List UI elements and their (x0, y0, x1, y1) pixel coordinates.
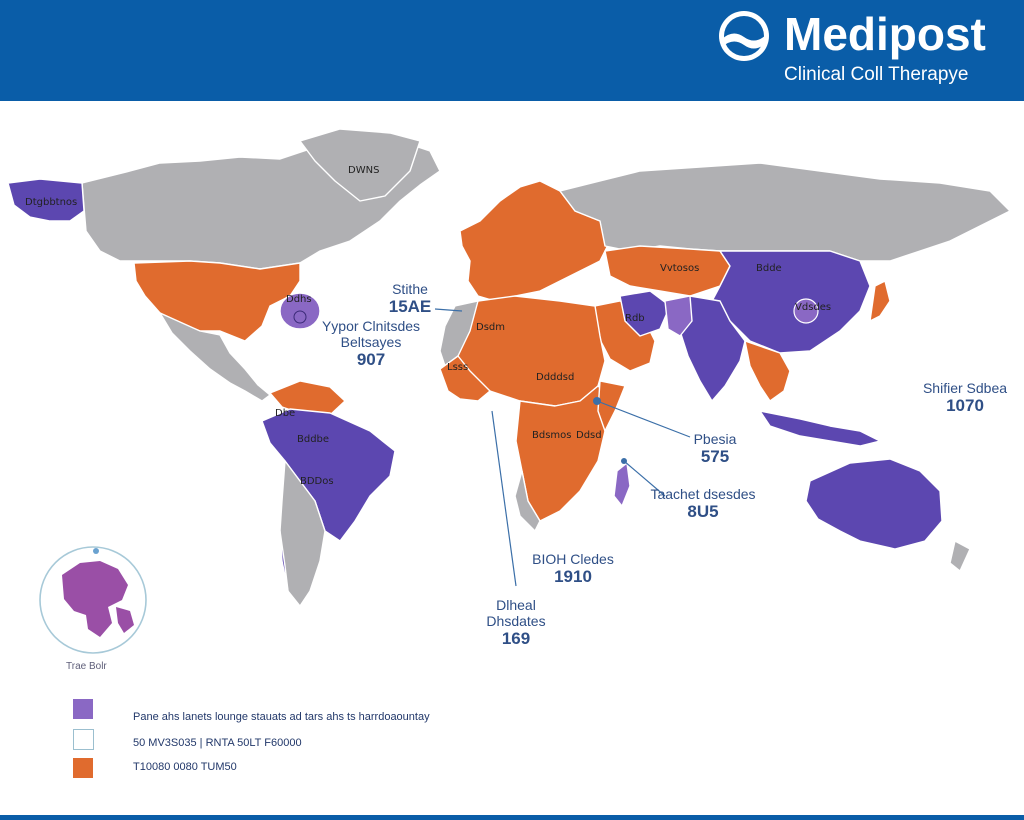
world-map (7, 128, 1011, 607)
map-label-yypor: Yypor Clnitsdes Beltsayes 907 (321, 318, 421, 370)
region-tag-china: Vdsdes (795, 302, 832, 313)
map-india (679, 295, 746, 402)
region-tag-caribbean: Ddhs (286, 294, 312, 305)
map-south-america-north (269, 380, 346, 416)
legend-label-purple: Pane ahs lanets lounge stauats ad tars a… (133, 711, 430, 723)
map-label-taachet: Taachet dsesdes 8U5 (650, 486, 756, 522)
region-tag-brazil: Bddbe (297, 434, 330, 445)
map-andes (279, 460, 326, 607)
region-tag-west-africa: Lsss (447, 362, 469, 373)
map-marker-madagascar (621, 458, 627, 464)
region-tag-colombia: Dbe (275, 408, 296, 419)
region-tag-iran: Rdb (625, 313, 645, 324)
map-madagascar (613, 462, 631, 507)
medipost-logo-icon (719, 11, 769, 61)
legend-swatch-white (73, 729, 94, 750)
map-new-zealand (949, 540, 971, 572)
callout-line-taachet (623, 460, 666, 497)
header-bar: Medipost Clinical Coll Therapye (0, 0, 1024, 101)
map-marker-east-africa (593, 397, 601, 405)
region-tag-morocco: Dsdm (476, 322, 505, 333)
legend-label-orange: T10080 0080 TUM50 (133, 761, 237, 773)
legend-swatch-orange (73, 758, 93, 778)
region-tag-alaska: Dtgbbtnos (25, 197, 78, 208)
map-se-asia (744, 340, 791, 402)
region-tag-central-asia: Vvtosos (660, 263, 700, 274)
map-china (711, 250, 871, 354)
globe-caption: Trae Bolr (66, 661, 107, 672)
brand-name: Medipost (784, 8, 986, 60)
region-tag-greenland: DWNS (348, 165, 380, 176)
map-australia (805, 458, 943, 550)
region-tag-andes: BDDos (300, 476, 334, 487)
map-label-dlheal: Dlheal Dhsdates 169 (486, 597, 546, 649)
map-japan (869, 280, 891, 322)
map-label-pbesia: Pbesia 575 (693, 431, 737, 467)
map-label-shifier: Shifier Sdbea 1070 (922, 380, 1008, 416)
map-pakistan (664, 295, 693, 337)
map-iran (619, 290, 671, 337)
map-label-bioh: BIOH Cledes 1910 (532, 551, 614, 587)
map-label-stithe: Stithe 15AE (388, 281, 432, 317)
footer-bar (0, 815, 1024, 820)
region-tag-east-africa: Ddsd (576, 430, 602, 441)
map-west-africa (439, 355, 491, 402)
brand-tagline: Clinical Coll Therapye (784, 64, 969, 85)
legend-label-white: 50 MV3S035 | RNTA 50LT F60000 (133, 737, 302, 749)
legend-swatch-purple (73, 699, 93, 719)
map-marker-caribbean (293, 310, 307, 324)
region-tag-congo: Bdsmos (532, 430, 572, 441)
map-europe (459, 180, 611, 302)
map-indonesia (759, 410, 881, 447)
region-tag-sahara: Ddddsd (536, 372, 575, 383)
map-russia (559, 162, 1011, 262)
region-tag-china-north: Bdde (756, 263, 782, 274)
inset-globe (39, 546, 147, 654)
callout-line-dlheal (491, 410, 517, 587)
map-marker-east-asia (793, 298, 819, 324)
callout-line-stithe (434, 308, 463, 312)
callout-line-pbesia (596, 400, 691, 438)
map-chile (279, 530, 289, 592)
map-mexico (159, 312, 271, 402)
map-greenland (299, 128, 421, 202)
map-southern-africa (514, 470, 541, 532)
map-alaska (7, 178, 85, 222)
map-usa (133, 260, 301, 342)
